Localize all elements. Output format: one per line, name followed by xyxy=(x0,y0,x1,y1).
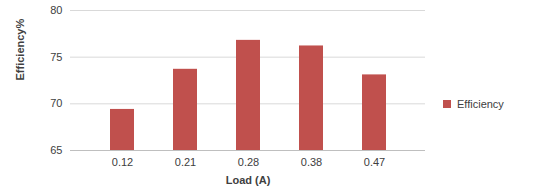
svg-text:Efficiency%: Efficiency% xyxy=(14,19,26,81)
svg-text:0.47: 0.47 xyxy=(364,156,385,168)
svg-text:0.28: 0.28 xyxy=(238,156,259,168)
html-text:Efficiency: Efficiency xyxy=(457,98,504,110)
svg-text:0.21: 0.21 xyxy=(175,156,196,168)
svg-text:65: 65 xyxy=(50,144,62,156)
svg-text:70: 70 xyxy=(50,97,62,109)
svg-text:80: 80 xyxy=(50,4,62,16)
svg-text:75: 75 xyxy=(50,51,62,63)
svg-text:Load (A): Load (A) xyxy=(226,174,271,186)
svg-text:0.38: 0.38 xyxy=(301,156,322,168)
svg-text:0.12: 0.12 xyxy=(112,156,133,168)
